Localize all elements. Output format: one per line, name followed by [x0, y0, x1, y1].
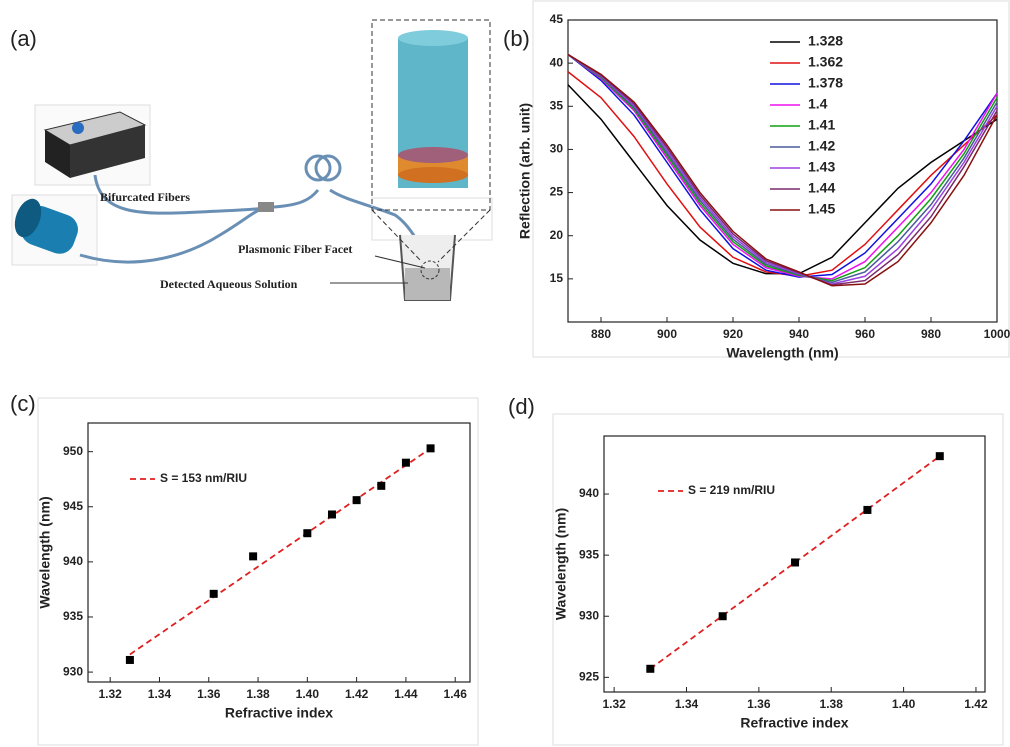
data-line	[567, 53, 998, 286]
panel-label: (d)	[508, 394, 535, 419]
data-point	[718, 612, 727, 621]
y-tick-label: 935	[579, 547, 599, 561]
x-tick-label: 1.32	[99, 687, 123, 701]
y-tick-label: 925	[579, 670, 599, 684]
y-tick-label: 45	[550, 12, 564, 26]
legend-label: 1.44	[808, 180, 835, 196]
y-tick-label: 945	[63, 499, 83, 513]
y-tick-label: 935	[63, 609, 83, 623]
setup-diagram	[11, 19, 493, 301]
data-point	[377, 481, 386, 490]
y-tick-label: 930	[63, 664, 83, 678]
panel-frame	[532, 0, 1010, 358]
x-tick-label: 980	[921, 327, 941, 341]
data-point	[209, 589, 218, 598]
legend-label: 1.4	[808, 96, 828, 112]
legend-label: 1.41	[808, 117, 835, 133]
y-tick-label: 25	[550, 185, 564, 199]
diagram-label: Detected Aqueous Solution	[160, 277, 298, 291]
data-point	[327, 510, 336, 519]
data-line	[567, 53, 998, 280]
plot-frame	[87, 422, 471, 683]
y-tick-label: 940	[63, 554, 83, 568]
y-tick-label: 40	[550, 55, 564, 69]
legend-label: S = 153 nm/RIU	[160, 471, 247, 485]
legend-label: S = 219 nm/RIU	[688, 483, 775, 497]
legend-label: 1.328	[808, 33, 843, 49]
y-tick-label: 950	[63, 444, 83, 458]
data-line	[567, 53, 998, 278]
y-tick-label: 20	[550, 228, 564, 242]
data-line	[567, 53, 998, 285]
panel-label: (c)	[10, 391, 36, 416]
x-tick-label: 1.44	[394, 687, 418, 701]
diagram-label: Plasmonic Fiber Facet	[238, 242, 352, 256]
x-tick-label: 940	[789, 327, 809, 341]
x-tick-label: 1.36	[747, 697, 771, 711]
plot-frame	[567, 19, 998, 323]
x-tick-label: 960	[855, 327, 875, 341]
data-point	[125, 655, 134, 664]
panel-frame	[37, 397, 479, 746]
panel-label: (a)	[10, 26, 37, 51]
x-tick-label: 1.42	[964, 697, 988, 711]
data-point	[303, 529, 312, 538]
x-tick-label: 900	[657, 327, 677, 341]
y-axis-title: Wavelength (nm)	[37, 496, 53, 608]
data-point	[401, 458, 410, 467]
x-tick-label: 1.36	[197, 687, 221, 701]
y-tick-label: 930	[579, 608, 599, 622]
y-tick-label: 35	[550, 98, 564, 112]
data-point	[863, 505, 872, 514]
data-point	[426, 444, 435, 453]
y-tick-label: 30	[550, 142, 564, 156]
x-tick-label: 1.40	[892, 697, 916, 711]
data-point	[791, 558, 800, 567]
data-point	[249, 552, 258, 561]
x-tick-label: 1.34	[675, 697, 699, 711]
y-tick-label: 15	[550, 271, 564, 285]
diagram-label: Bifurcated Fibers	[100, 190, 190, 204]
x-tick-label: 880	[591, 327, 611, 341]
panel-label: (b)	[503, 26, 530, 51]
x-tick-label: 1.40	[296, 687, 320, 701]
x-tick-label: 1.42	[345, 687, 369, 701]
legend-label: 1.378	[808, 75, 843, 91]
x-tick-label: 1.32	[602, 697, 626, 711]
x-tick-label: 920	[723, 327, 743, 341]
legend-label: 1.362	[808, 54, 843, 70]
x-axis-title: Wavelength (nm)	[726, 345, 838, 361]
x-tick-label: 1.38	[246, 687, 270, 701]
data-point	[352, 496, 361, 505]
panel-frame	[552, 413, 1004, 746]
data-point	[646, 664, 655, 673]
x-tick-label: 1.38	[820, 697, 844, 711]
x-axis-title: Refractive index	[225, 705, 333, 721]
x-tick-label: 1.34	[148, 687, 172, 701]
y-axis-title: Reflection (arb. unit)	[517, 103, 533, 239]
data-line	[567, 53, 998, 282]
y-axis-title: Wavelength (nm)	[553, 508, 569, 620]
legend-label: 1.43	[808, 159, 835, 175]
y-tick-label: 940	[579, 486, 599, 500]
data-line	[567, 53, 998, 284]
plot-frame	[603, 435, 986, 693]
x-tick-label: 1.46	[444, 687, 468, 701]
data-point	[935, 452, 944, 461]
legend-label: 1.42	[808, 138, 835, 154]
x-axis-title: Refractive index	[740, 715, 848, 731]
legend-label: 1.45	[808, 201, 835, 217]
x-tick-label: 1000	[984, 327, 1010, 341]
data-line	[567, 53, 998, 287]
